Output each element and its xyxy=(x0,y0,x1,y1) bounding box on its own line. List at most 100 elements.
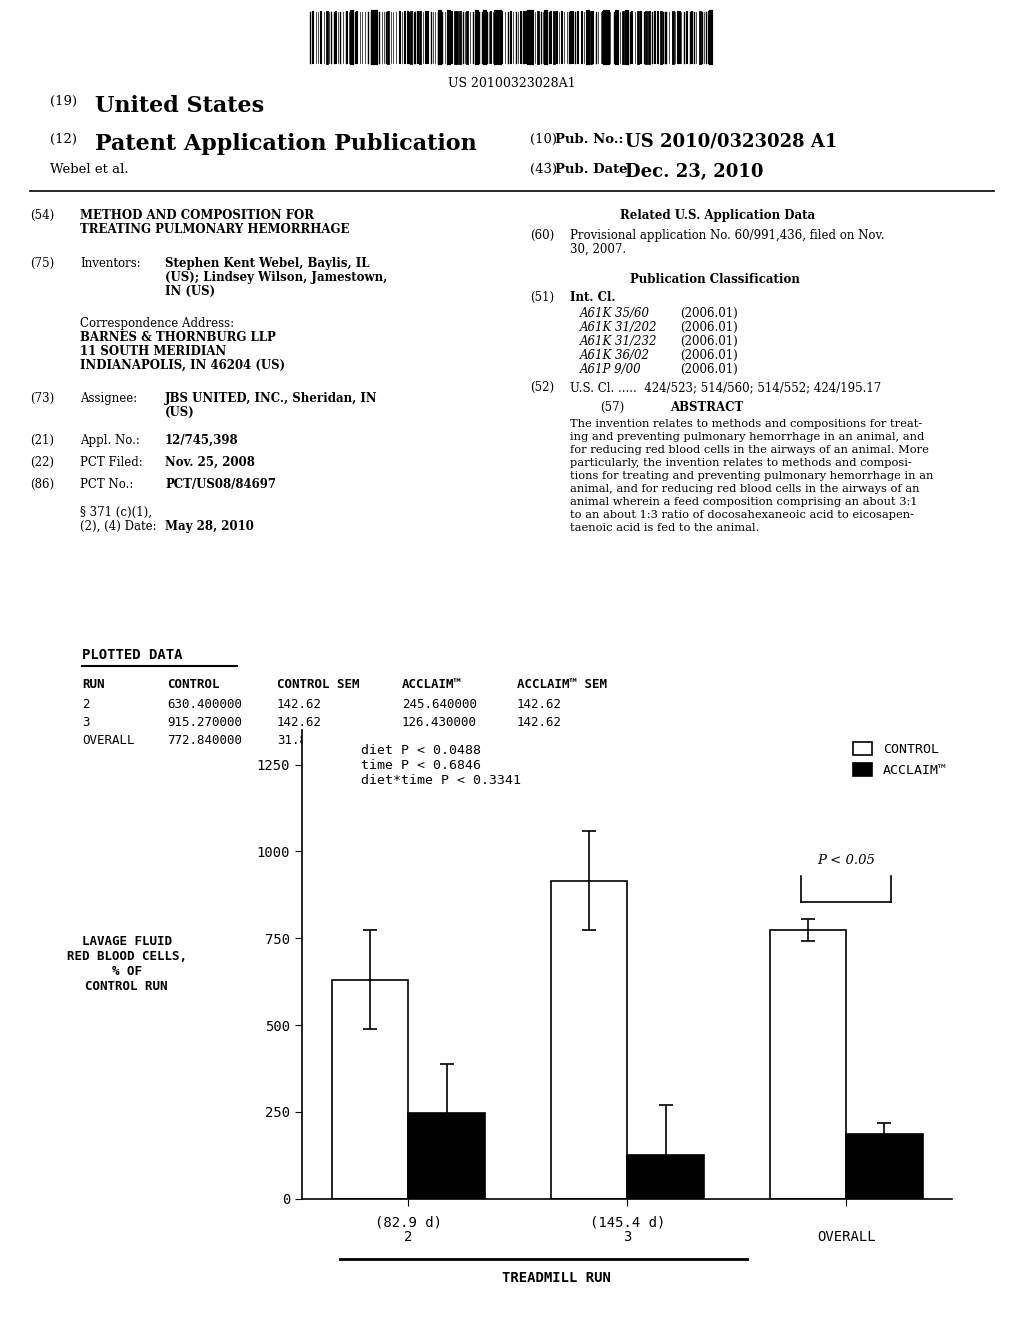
Text: 3: 3 xyxy=(82,715,89,729)
Text: 11 SOUTH MERIDIAN: 11 SOUTH MERIDIAN xyxy=(80,345,226,358)
Text: BARNES & THORNBURG LLP: BARNES & THORNBURG LLP xyxy=(80,331,275,345)
Text: (19): (19) xyxy=(50,95,77,108)
Text: (75): (75) xyxy=(30,257,54,271)
Text: LAVAGE FLUID
RED BLOOD CELLS,
% OF
CONTROL RUN: LAVAGE FLUID RED BLOOD CELLS, % OF CONTR… xyxy=(67,936,186,993)
Text: 630.400000: 630.400000 xyxy=(167,698,242,711)
Text: Stephen Kent Webel, Baylis, IL: Stephen Kent Webel, Baylis, IL xyxy=(165,257,370,271)
Text: Publication Classification: Publication Classification xyxy=(630,273,800,286)
Text: A61K 36/02: A61K 36/02 xyxy=(580,348,650,362)
Text: (2006.01): (2006.01) xyxy=(680,348,737,362)
Text: May 28, 2010: May 28, 2010 xyxy=(165,520,254,533)
Text: PLOTTED DATA: PLOTTED DATA xyxy=(82,648,182,663)
Text: tions for treating and preventing pulmonary hemorrhage in an: tions for treating and preventing pulmon… xyxy=(570,471,933,480)
Text: JBS UNITED, INC., Sheridan, IN: JBS UNITED, INC., Sheridan, IN xyxy=(165,392,378,405)
Text: 915.270000: 915.270000 xyxy=(167,715,242,729)
Text: (2), (4) Date:: (2), (4) Date: xyxy=(80,520,157,533)
Text: taenoic acid is fed to the animal.: taenoic acid is fed to the animal. xyxy=(570,523,759,533)
Text: (US); Lindsey Wilson, Jamestown,: (US); Lindsey Wilson, Jamestown, xyxy=(165,271,387,284)
Bar xyxy=(846,1134,923,1199)
Text: OVERALL: OVERALL xyxy=(82,734,134,747)
Text: United States: United States xyxy=(95,95,264,117)
Text: RUN: RUN xyxy=(82,678,104,690)
Text: Patent Application Publication: Patent Application Publication xyxy=(95,133,477,154)
Text: (54): (54) xyxy=(30,209,54,222)
Text: ACCLAIM™: ACCLAIM™ xyxy=(402,678,462,690)
Legend: CONTROL, ACCLAIM™: CONTROL, ACCLAIM™ xyxy=(847,737,952,783)
Text: (2006.01): (2006.01) xyxy=(680,363,737,376)
Text: 31.89: 31.89 xyxy=(517,734,555,747)
Text: 126.430000: 126.430000 xyxy=(402,715,477,729)
Text: Pub. Date:: Pub. Date: xyxy=(555,162,633,176)
Text: PCT No.:: PCT No.: xyxy=(80,478,133,491)
Text: 30, 2007.: 30, 2007. xyxy=(570,243,626,256)
Text: 186.030000: 186.030000 xyxy=(402,734,477,747)
Text: (57): (57) xyxy=(600,401,625,414)
Text: METHOD AND COMPOSITION FOR: METHOD AND COMPOSITION FOR xyxy=(80,209,314,222)
Text: 142.62: 142.62 xyxy=(517,715,562,729)
Text: (51): (51) xyxy=(530,290,554,304)
Text: Provisional application No. 60/991,436, filed on Nov.: Provisional application No. 60/991,436, … xyxy=(570,228,885,242)
Text: (2006.01): (2006.01) xyxy=(680,321,737,334)
Bar xyxy=(769,931,846,1199)
Text: Dec. 23, 2010: Dec. 23, 2010 xyxy=(625,162,764,181)
Text: 245.640000: 245.640000 xyxy=(402,698,477,711)
Text: (10): (10) xyxy=(530,133,557,147)
Text: Int. Cl.: Int. Cl. xyxy=(570,290,615,304)
Text: to an about 1:3 ratio of docosahexaneoic acid to eicosapen-: to an about 1:3 ratio of docosahexaneoic… xyxy=(570,510,914,520)
Text: (60): (60) xyxy=(530,228,554,242)
Text: 142.62: 142.62 xyxy=(517,698,562,711)
Text: TREADMILL RUN: TREADMILL RUN xyxy=(502,1271,610,1284)
Text: Webel et al.: Webel et al. xyxy=(50,162,129,176)
Text: 772.840000: 772.840000 xyxy=(167,734,242,747)
Text: ing and preventing pulmonary hemorrhage in an animal, and: ing and preventing pulmonary hemorrhage … xyxy=(570,432,925,442)
Text: INDIANAPOLIS, IN 46204 (US): INDIANAPOLIS, IN 46204 (US) xyxy=(80,359,285,372)
Text: § 371 (c)(1),: § 371 (c)(1), xyxy=(80,506,152,519)
Text: TREATING PULMONARY HEMORRHAGE: TREATING PULMONARY HEMORRHAGE xyxy=(80,223,349,236)
Text: (2006.01): (2006.01) xyxy=(680,308,737,319)
Text: P < 0.05: P < 0.05 xyxy=(817,854,876,867)
Text: 31.89: 31.89 xyxy=(278,734,314,747)
Text: 142.62: 142.62 xyxy=(278,698,322,711)
Text: Related U.S. Application Data: Related U.S. Application Data xyxy=(620,209,815,222)
Text: CONTROL: CONTROL xyxy=(167,678,219,690)
Text: (22): (22) xyxy=(30,455,54,469)
Text: (21): (21) xyxy=(30,434,54,447)
Text: for reducing red blood cells in the airways of an animal. More: for reducing red blood cells in the airw… xyxy=(570,445,929,455)
Text: PCT Filed:: PCT Filed: xyxy=(80,455,142,469)
Text: Appl. No.:: Appl. No.: xyxy=(80,434,140,447)
Text: Assignee:: Assignee: xyxy=(80,392,137,405)
Text: 2: 2 xyxy=(82,698,89,711)
Text: diet P < 0.0488
time P < 0.6846
diet*time P < 0.3341: diet P < 0.0488 time P < 0.6846 diet*tim… xyxy=(360,744,520,787)
Text: (145.4 d): (145.4 d) xyxy=(590,1216,665,1229)
Text: U.S. Cl. .....  424/523; 514/560; 514/552; 424/195.17: U.S. Cl. ..... 424/523; 514/560; 514/552… xyxy=(570,381,882,393)
Text: 142.62: 142.62 xyxy=(278,715,322,729)
Text: Inventors:: Inventors: xyxy=(80,257,140,271)
Text: ACCLAIM™ SEM: ACCLAIM™ SEM xyxy=(517,678,607,690)
Text: animal, and for reducing red blood cells in the airways of an: animal, and for reducing red blood cells… xyxy=(570,484,920,494)
Text: A61P 9/00: A61P 9/00 xyxy=(580,363,642,376)
Text: (82.9 d): (82.9 d) xyxy=(375,1216,441,1229)
Text: US 2010/0323028 A1: US 2010/0323028 A1 xyxy=(625,133,838,150)
Text: Nov. 25, 2008: Nov. 25, 2008 xyxy=(165,455,255,469)
Text: (73): (73) xyxy=(30,392,54,405)
Text: CONTROL SEM: CONTROL SEM xyxy=(278,678,359,690)
Text: (US): (US) xyxy=(165,407,195,418)
Text: PCT/US08/84697: PCT/US08/84697 xyxy=(165,478,276,491)
Text: 3: 3 xyxy=(623,1230,632,1243)
Text: Correspondence Address:: Correspondence Address: xyxy=(80,317,234,330)
Text: US 20100323028A1: US 20100323028A1 xyxy=(449,77,575,90)
Text: (86): (86) xyxy=(30,478,54,491)
Text: Pub. No.:: Pub. No.: xyxy=(555,133,624,147)
Text: (43): (43) xyxy=(530,162,557,176)
Text: IN (US): IN (US) xyxy=(165,285,215,298)
Text: A61K 35/60: A61K 35/60 xyxy=(580,308,650,319)
Text: A61K 31/202: A61K 31/202 xyxy=(580,321,657,334)
Text: 12/745,398: 12/745,398 xyxy=(165,434,239,447)
Text: The invention relates to methods and compositions for treat-: The invention relates to methods and com… xyxy=(570,418,923,429)
Bar xyxy=(551,880,627,1199)
Text: 2: 2 xyxy=(404,1230,413,1243)
Text: (52): (52) xyxy=(530,381,554,393)
Text: OVERALL: OVERALL xyxy=(817,1230,876,1243)
Text: A61K 31/232: A61K 31/232 xyxy=(580,335,657,348)
Bar xyxy=(409,1113,485,1199)
